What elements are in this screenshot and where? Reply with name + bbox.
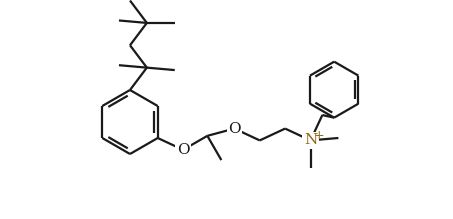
Text: O: O (177, 143, 189, 157)
Text: +: + (313, 129, 324, 142)
Text: N: N (304, 133, 317, 147)
Text: O: O (228, 122, 241, 136)
